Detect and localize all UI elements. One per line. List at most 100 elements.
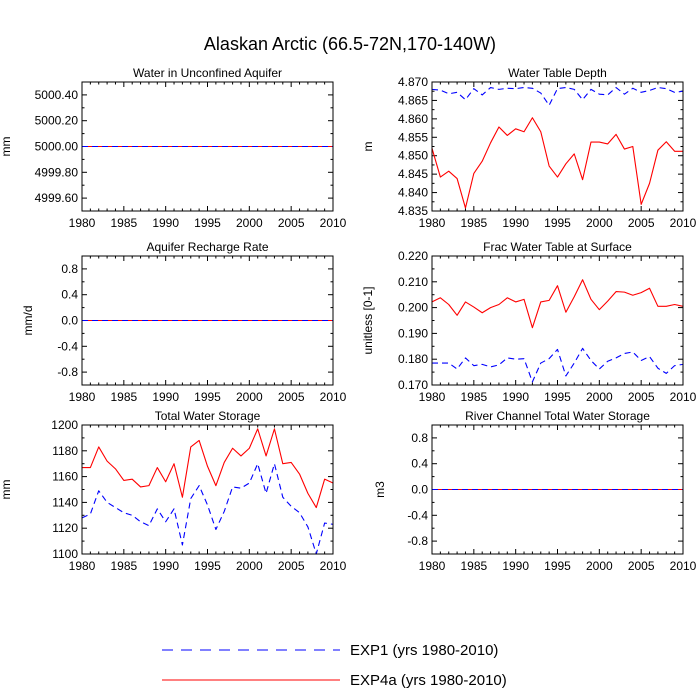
panel-title: Total Water Storage bbox=[155, 409, 261, 423]
y-tick-label: 0.170 bbox=[398, 378, 428, 392]
x-tick-label: 1980 bbox=[419, 390, 446, 404]
y-tick-label: 0.220 bbox=[398, 249, 428, 263]
panel-title: River Channel Total Water Storage bbox=[465, 409, 650, 423]
y-tick-label: 4.870 bbox=[398, 75, 428, 89]
x-tick-label: 2005 bbox=[278, 390, 305, 404]
plot-frame bbox=[81, 255, 334, 386]
y-axis-label: m3 bbox=[373, 481, 387, 498]
y-tick-label: 4.855 bbox=[398, 130, 428, 144]
x-tick-label: 1985 bbox=[460, 559, 487, 573]
x-tick-label: 1990 bbox=[502, 559, 529, 573]
x-tick-label: 1995 bbox=[194, 216, 221, 230]
x-tick-label: 2010 bbox=[670, 390, 697, 404]
x-tick-label: 1995 bbox=[544, 559, 571, 573]
y-tick-label: 4.835 bbox=[398, 204, 428, 218]
x-tick-label: 2000 bbox=[236, 216, 263, 230]
chart-panel-1: Water in Unconfined Aquifer mm 1980 1985 199… bbox=[0, 66, 347, 230]
y-tick-label: 4.840 bbox=[398, 186, 428, 200]
x-tick-label: 1980 bbox=[419, 559, 446, 573]
x-tick-label: 2005 bbox=[628, 216, 655, 230]
y-tick-label: 0.190 bbox=[398, 326, 428, 340]
y-tick-label: 0.180 bbox=[398, 352, 428, 366]
x-tick-label: 1985 bbox=[110, 216, 137, 230]
x-tick-label: 2005 bbox=[628, 559, 655, 573]
y-tick-label: 0.8 bbox=[61, 262, 78, 276]
x-tick-label: 1990 bbox=[502, 216, 529, 230]
panel-title: Water Table Depth bbox=[508, 66, 607, 80]
x-tick-label: 1985 bbox=[110, 559, 137, 573]
panel-title: Water in Unconfined Aquifer bbox=[133, 66, 282, 80]
panels: Water in Unconfined Aquifer mm 1980 1985 199… bbox=[0, 66, 697, 573]
x-tick-label: 2010 bbox=[320, 390, 347, 404]
x-tick-label: 1980 bbox=[69, 559, 96, 573]
y-tick-label: 0.200 bbox=[398, 301, 428, 315]
chart-panel-4: Frac Water Table at Surface unitless [0-1… bbox=[361, 240, 697, 404]
y-tick-label: 0.0 bbox=[411, 483, 428, 497]
series-line-exp4a bbox=[431, 279, 684, 329]
y-tick-label: 1180 bbox=[52, 444, 78, 458]
x-tick-label: 1990 bbox=[152, 216, 179, 230]
x-tick-label: 1985 bbox=[110, 390, 137, 404]
y-axis-label: mm/d bbox=[21, 306, 35, 336]
x-tick-label: 1995 bbox=[544, 390, 571, 404]
figure-title: Alaskan Arctic (66.5-72N,170-140W) bbox=[204, 34, 496, 54]
legend-label: EXP1 (yrs 1980-2010) bbox=[350, 642, 498, 659]
y-tick-label: 4.845 bbox=[398, 167, 428, 181]
x-tick-label: 1995 bbox=[194, 559, 221, 573]
x-tick-label: 2000 bbox=[586, 390, 613, 404]
y-axis-label: mm bbox=[0, 480, 13, 500]
plot-frame bbox=[81, 424, 334, 555]
y-tick-label: 5000.00 bbox=[35, 140, 79, 154]
x-tick-label: 1980 bbox=[69, 390, 96, 404]
x-tick-label: 2010 bbox=[670, 559, 697, 573]
series-line-exp4a bbox=[431, 117, 683, 209]
x-tick-label: 1980 bbox=[419, 216, 446, 230]
y-tick-label: 4999.80 bbox=[35, 165, 79, 179]
panel-title: Frac Water Table at Surface bbox=[483, 240, 632, 254]
x-tick-label: 2000 bbox=[236, 390, 263, 404]
y-axis-label: m bbox=[361, 142, 375, 152]
x-tick-label: 2005 bbox=[628, 390, 655, 404]
x-tick-label: 2010 bbox=[320, 216, 347, 230]
y-axis-label: mm bbox=[0, 137, 13, 157]
y-tick-label: 4.865 bbox=[398, 93, 428, 107]
x-tick-label: 2005 bbox=[278, 559, 305, 573]
x-tick-label: 2000 bbox=[586, 559, 613, 573]
x-tick-label: 2000 bbox=[586, 216, 613, 230]
x-tick-label: 1985 bbox=[460, 390, 487, 404]
y-tick-label: 1120 bbox=[52, 521, 78, 535]
y-tick-label: 0.8 bbox=[411, 431, 428, 445]
chart-panel-2: Water Table Depth m 1980 1985 1990 1995 2000 20… bbox=[361, 66, 697, 230]
series-line-exp1 bbox=[81, 463, 334, 555]
series-line-exp4a bbox=[82, 428, 334, 509]
x-tick-label: 1995 bbox=[194, 390, 221, 404]
chart-panel-3: Aquifer Recharge Rate mm/d 1980 1985 1990 199… bbox=[21, 240, 347, 404]
x-tick-label: 1995 bbox=[544, 216, 571, 230]
y-tick-label: -0.4 bbox=[407, 508, 428, 522]
chart-panel-5: Total Water Storage mm 1980 1985 1990 1995 200… bbox=[0, 409, 347, 573]
y-tick-label: 1200 bbox=[51, 418, 78, 432]
x-tick-label: 2000 bbox=[236, 559, 263, 573]
series-line-exp1 bbox=[431, 86, 684, 106]
y-tick-label: 4.850 bbox=[398, 149, 428, 163]
series-line-exp1 bbox=[432, 347, 684, 383]
y-tick-label: 1160 bbox=[52, 470, 78, 484]
x-tick-label: 1980 bbox=[69, 216, 96, 230]
x-tick-label: 1990 bbox=[502, 390, 529, 404]
plot-frame bbox=[431, 255, 684, 386]
y-tick-label: -0.8 bbox=[57, 365, 78, 379]
y-tick-label: -0.4 bbox=[57, 339, 78, 353]
panel-title: Aquifer Recharge Rate bbox=[146, 240, 268, 254]
x-tick-label: 2005 bbox=[278, 216, 305, 230]
y-tick-label: 1100 bbox=[52, 547, 78, 561]
plot-frame bbox=[431, 424, 684, 555]
y-tick-label: 4.860 bbox=[398, 112, 428, 126]
x-tick-label: 1990 bbox=[152, 390, 179, 404]
y-tick-label: 0.0 bbox=[61, 314, 78, 328]
x-tick-label: 1985 bbox=[460, 216, 487, 230]
legend: EXP1 (yrs 1980-2010) EXP4a (yrs 1980-2010… bbox=[162, 642, 507, 689]
plot-frame bbox=[431, 81, 684, 212]
x-tick-label: 1990 bbox=[152, 559, 179, 573]
y-tick-label: 1140 bbox=[52, 495, 78, 509]
